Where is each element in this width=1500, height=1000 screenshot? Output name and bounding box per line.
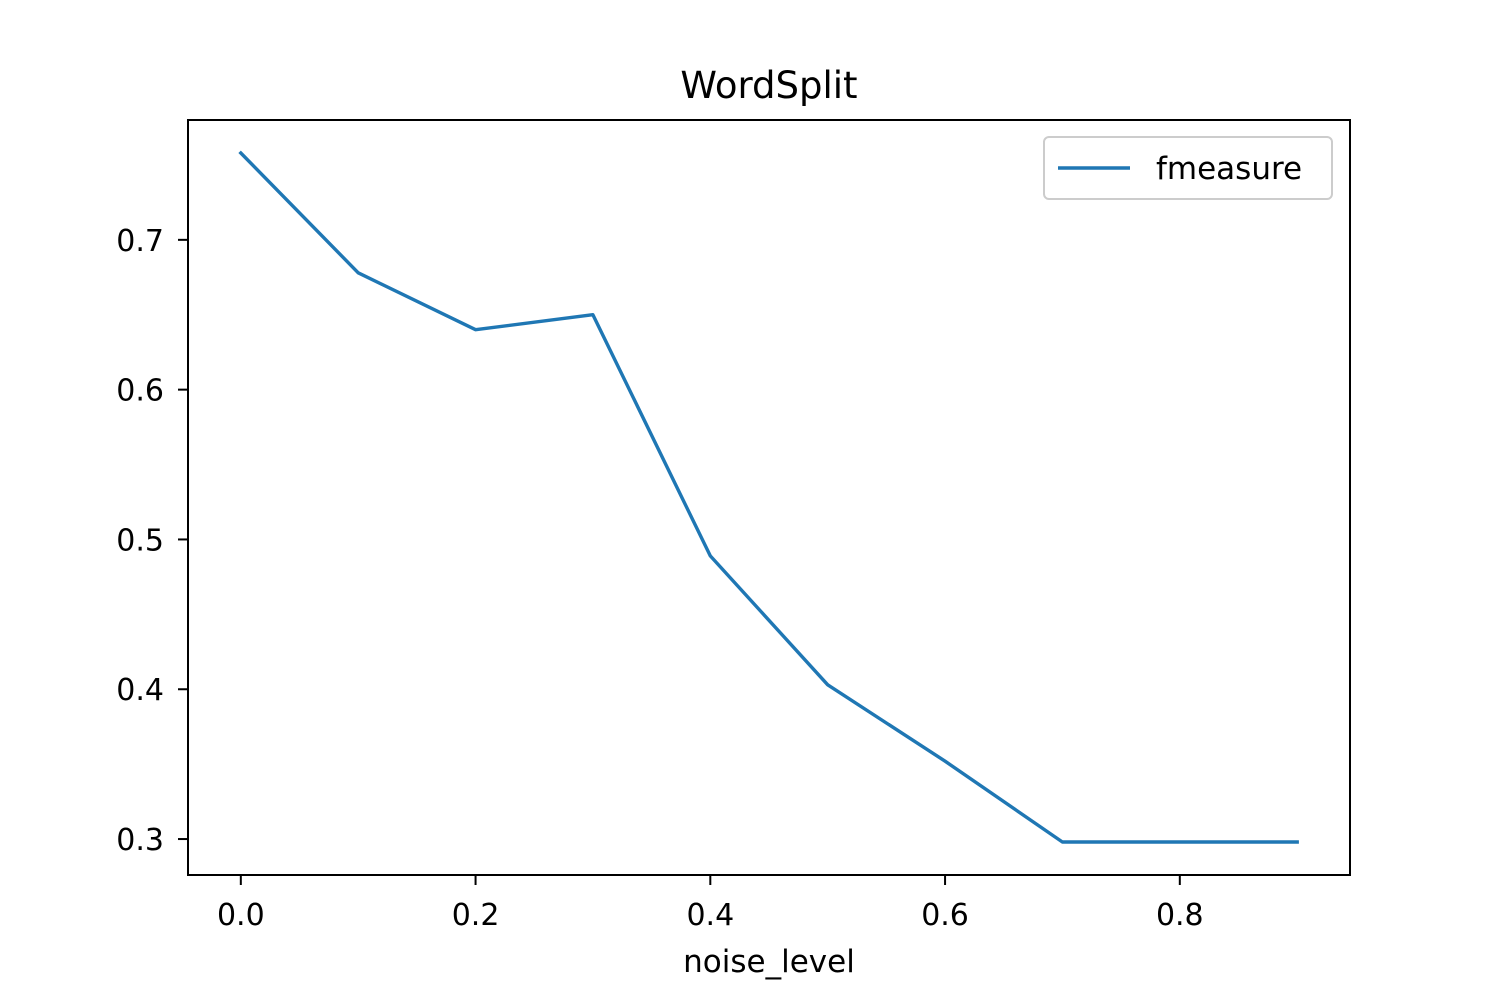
x-tick-label: 0.6 <box>921 898 969 933</box>
x-axis-label: noise_level <box>683 944 855 980</box>
y-tick-label: 0.3 <box>116 823 164 858</box>
x-tick-label: 0.0 <box>217 898 265 933</box>
y-tick-label: 0.4 <box>116 673 164 708</box>
y-axis: 0.3 0.4 0.5 0.6 0.7 <box>116 224 188 858</box>
chart-title: WordSplit <box>680 64 857 107</box>
y-tick-label: 0.5 <box>116 523 164 558</box>
x-axis: 0.0 0.2 0.4 0.6 0.8 <box>217 875 1204 933</box>
x-tick-label: 0.4 <box>686 898 734 933</box>
x-tick-label: 0.8 <box>1156 898 1204 933</box>
y-tick-label: 0.7 <box>116 224 164 259</box>
legend: fmeasure <box>1043 136 1333 200</box>
legend-box <box>1043 136 1333 200</box>
x-tick-label: 0.2 <box>452 898 500 933</box>
plot-background <box>188 120 1350 875</box>
series-line-fmeasure <box>238 150 1299 844</box>
plot-area <box>187 119 1351 876</box>
y-tick-label: 0.6 <box>116 374 164 409</box>
axes-frame <box>187 119 1351 876</box>
legend-label: fmeasure <box>1156 151 1302 187</box>
